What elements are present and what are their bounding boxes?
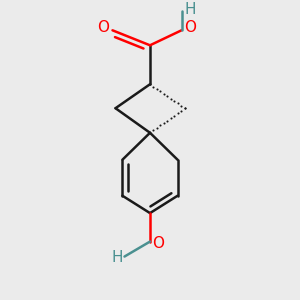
- Text: O: O: [98, 20, 110, 35]
- Text: O: O: [152, 236, 164, 250]
- Text: H: H: [111, 250, 123, 265]
- Text: H: H: [185, 2, 196, 17]
- Text: O: O: [184, 20, 196, 35]
